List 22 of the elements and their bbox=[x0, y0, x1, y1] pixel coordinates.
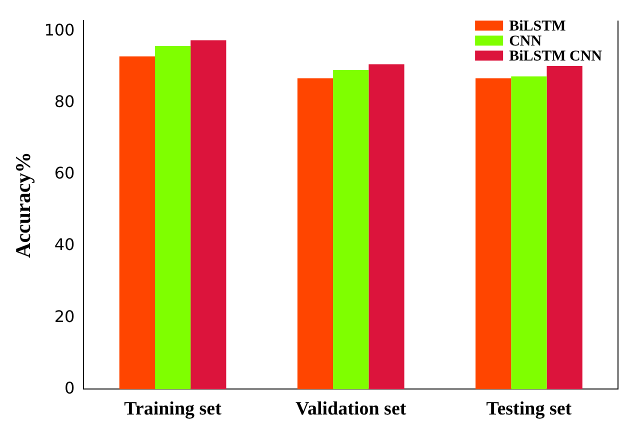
bar bbox=[297, 78, 334, 390]
y-tick-label: 100 bbox=[44, 20, 75, 40]
x-tick-label: Testing set bbox=[486, 398, 572, 420]
legend-label: CNN bbox=[509, 33, 542, 50]
bar bbox=[476, 78, 512, 390]
y-tick-label: 0 bbox=[64, 378, 75, 398]
bar bbox=[333, 70, 369, 390]
bar bbox=[154, 46, 191, 390]
x-tick-label: Validation set bbox=[296, 398, 407, 420]
y-tick-label: 60 bbox=[54, 164, 75, 183]
y-tick-label: 80 bbox=[54, 92, 75, 112]
x-tick-label: Training set bbox=[124, 398, 222, 420]
bar bbox=[511, 76, 547, 390]
legend-label: BiLSTM bbox=[509, 18, 566, 34]
bar bbox=[119, 56, 155, 390]
bar bbox=[368, 64, 404, 390]
bar bbox=[190, 40, 226, 390]
y-tick-label: 20 bbox=[54, 306, 75, 326]
bar bbox=[546, 66, 582, 390]
y-tick-label: 40 bbox=[54, 235, 75, 254]
legend-label: BiLSTM CNN bbox=[509, 48, 602, 64]
y-axis-title: Accuracy% bbox=[11, 152, 36, 258]
